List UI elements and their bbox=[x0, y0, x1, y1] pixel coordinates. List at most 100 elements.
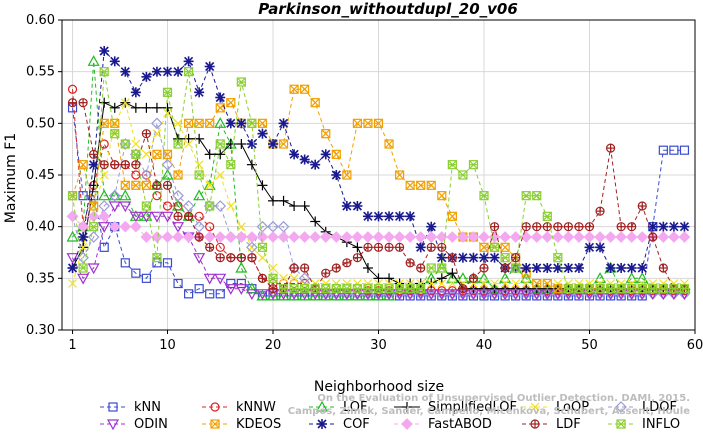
data-point-simplifiedlof bbox=[225, 139, 236, 149]
data-point-ldf bbox=[574, 222, 584, 232]
data-point-knn bbox=[131, 268, 141, 278]
data-point-odin bbox=[467, 289, 480, 301]
data-point-loop bbox=[99, 170, 109, 180]
data-point-lof bbox=[235, 261, 248, 273]
data-point-ldf bbox=[257, 273, 268, 283]
data-point-loop bbox=[289, 273, 299, 283]
data-point-cof bbox=[341, 201, 352, 211]
data-point-kdeos bbox=[215, 103, 225, 113]
data-point-ldf bbox=[289, 263, 299, 273]
data-point-fastabod bbox=[309, 231, 322, 243]
data-point-kdeos bbox=[553, 284, 563, 294]
data-point-ldf bbox=[67, 98, 78, 108]
legend-item-simplifiedlof: SimplifiedLOF bbox=[394, 400, 517, 415]
data-point-inflo bbox=[627, 284, 637, 294]
data-point-odin bbox=[615, 289, 628, 301]
data-point-ldf bbox=[384, 242, 394, 252]
y-tick-label: 0.55 bbox=[26, 65, 55, 80]
data-point-loop bbox=[500, 279, 510, 288]
legend-label-inflo: INFLO bbox=[642, 417, 680, 432]
data-point-ldf bbox=[511, 253, 521, 263]
data-point-cof bbox=[595, 242, 606, 253]
data-point-cof bbox=[215, 92, 226, 103]
data-point-cof bbox=[415, 242, 426, 253]
data-point-inflo bbox=[300, 284, 310, 294]
data-point-inflo bbox=[363, 284, 373, 294]
data-point-ldf bbox=[194, 232, 204, 242]
data-point-simplifiedlof bbox=[257, 180, 268, 191]
data-point-fastabod bbox=[478, 231, 490, 243]
data-point-lof bbox=[245, 282, 258, 294]
data-point-ldof bbox=[119, 138, 132, 150]
data-point-ldof bbox=[214, 200, 227, 212]
data-point-inflo bbox=[553, 253, 563, 263]
legend-item-ldf: LDF bbox=[522, 417, 581, 432]
data-point-ldf bbox=[321, 268, 331, 278]
legend-label-kdeos: KDEOS bbox=[236, 417, 281, 432]
data-point-ldof bbox=[151, 117, 163, 130]
data-point-odin bbox=[66, 253, 79, 264]
data-point-odin bbox=[77, 273, 90, 285]
data-point-lof bbox=[636, 272, 649, 283]
data-point-inflo bbox=[447, 160, 457, 170]
legend-marker-ldof bbox=[615, 401, 627, 413]
x-tick-label: 10 bbox=[159, 338, 176, 353]
legend-item-ldof: LDOF bbox=[608, 400, 677, 415]
data-point-knn bbox=[120, 258, 130, 268]
data-point-lof bbox=[203, 179, 216, 190]
data-point-inflo bbox=[468, 160, 479, 170]
legend-marker-loop bbox=[530, 402, 540, 412]
data-point-ldf bbox=[627, 222, 637, 232]
data-point-cof bbox=[521, 263, 532, 273]
data-point-odin bbox=[87, 263, 100, 275]
data-point-kdeos bbox=[405, 180, 415, 190]
data-point-lof bbox=[66, 230, 79, 242]
data-point-loop bbox=[490, 279, 499, 288]
legend-label-odin: ODIN bbox=[134, 417, 168, 432]
data-point-simplifiedlof bbox=[236, 139, 247, 149]
data-point-fastabod bbox=[298, 231, 311, 243]
data-point-ldf bbox=[395, 242, 405, 252]
data-point-cof bbox=[426, 221, 437, 232]
legend-label-fastabod: FastABOD bbox=[428, 417, 492, 432]
data-point-simplifiedlof bbox=[299, 201, 310, 211]
data-point-simplifiedlof bbox=[162, 102, 173, 113]
data-point-cof bbox=[67, 263, 78, 273]
data-point-loop bbox=[68, 279, 77, 288]
data-point-fastabod bbox=[509, 231, 522, 243]
series-inflo bbox=[67, 67, 690, 294]
data-point-kdeos bbox=[416, 180, 426, 190]
data-point-fastabod bbox=[372, 231, 385, 243]
data-point-kdeos bbox=[395, 170, 405, 180]
data-point-ldf bbox=[120, 160, 130, 170]
data-point-kdeos bbox=[110, 118, 120, 128]
data-point-cof bbox=[299, 154, 310, 165]
data-point-fastabod bbox=[172, 231, 184, 243]
data-point-inflo bbox=[331, 284, 341, 294]
data-point-odin bbox=[193, 253, 206, 264]
data-point-fastabod bbox=[130, 220, 142, 233]
data-point-lof bbox=[520, 272, 533, 283]
data-point-kdeos bbox=[226, 98, 236, 108]
data-point-ldof bbox=[130, 148, 142, 161]
data-point-fastabod bbox=[552, 231, 564, 243]
data-point-inflo bbox=[405, 284, 415, 294]
data-point-cof bbox=[257, 128, 268, 139]
data-point-odin bbox=[361, 289, 374, 301]
data-point-fastabod bbox=[214, 231, 227, 243]
data-point-knn bbox=[162, 258, 173, 268]
data-point-cof bbox=[394, 211, 405, 222]
data-point-kdeos bbox=[152, 149, 162, 159]
data-point-cof bbox=[668, 221, 679, 232]
data-point-fastabod bbox=[562, 231, 575, 243]
y-tick-label: 0.30 bbox=[26, 323, 55, 338]
data-point-simplifiedlof bbox=[278, 195, 289, 206]
data-point-inflo bbox=[669, 284, 679, 294]
data-point-cof bbox=[468, 252, 479, 263]
data-point-kdeos bbox=[532, 278, 542, 289]
x-axis-label: Neighborhood size bbox=[314, 379, 444, 395]
data-point-fastabod bbox=[404, 231, 416, 243]
data-point-odin bbox=[657, 289, 670, 301]
data-point-ldf bbox=[205, 242, 215, 252]
data-point-cof bbox=[384, 211, 395, 222]
